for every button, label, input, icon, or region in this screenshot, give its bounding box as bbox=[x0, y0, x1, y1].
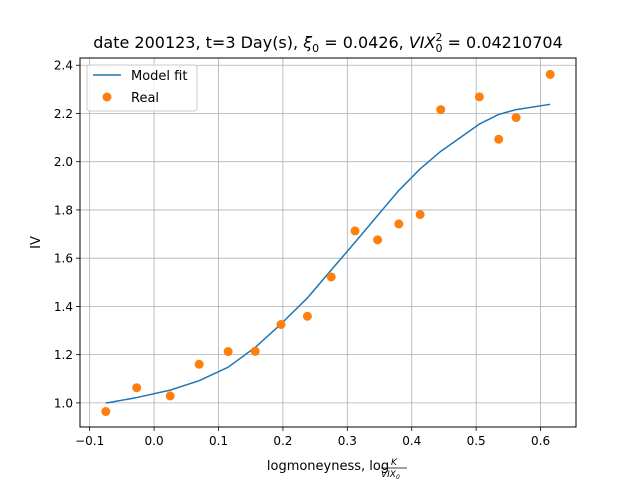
x-tick-label: 0.3 bbox=[338, 434, 357, 448]
data-point-real bbox=[165, 391, 175, 401]
data-point-real bbox=[394, 219, 404, 229]
data-point-real bbox=[511, 113, 521, 123]
grid bbox=[80, 58, 576, 427]
y-tick-label: 1.4 bbox=[54, 300, 73, 314]
x-axis-label-frac-den: VIX0 bbox=[381, 470, 400, 480]
x-tick-label: 0.4 bbox=[402, 434, 421, 448]
legend-label-real: Real bbox=[131, 91, 159, 106]
title-vix: VIX bbox=[409, 33, 437, 52]
plot-content bbox=[101, 69, 555, 417]
title-xi-sub: 0 bbox=[312, 42, 319, 55]
data-point-real bbox=[415, 210, 425, 220]
y-axis-label: IV bbox=[29, 236, 44, 249]
legend-box bbox=[86, 64, 198, 112]
data-point-real bbox=[373, 235, 383, 245]
data-point-real bbox=[132, 383, 142, 393]
legend-label-model-fit: Model fit bbox=[131, 69, 187, 84]
data-point-real bbox=[302, 311, 312, 321]
title-prefix: date 200123, t=3 Day(s), bbox=[93, 33, 303, 52]
x-tick-label: 0.2 bbox=[273, 434, 292, 448]
y-tick-label: 2.2 bbox=[54, 107, 73, 121]
y-tick-label: 1.6 bbox=[54, 252, 73, 266]
data-point-real bbox=[223, 347, 233, 357]
x-axis-label: logmoneyness, log bbox=[267, 459, 389, 474]
title-vix-value: = 0.04210704 bbox=[442, 33, 562, 52]
data-point-real bbox=[494, 134, 504, 144]
series-line-model-fit bbox=[105, 103, 551, 404]
x-axis-label-frac-den-text: VIX bbox=[381, 470, 397, 480]
data-point-real bbox=[350, 226, 360, 236]
title-vix-sup: 2 bbox=[435, 31, 442, 44]
data-point-real bbox=[545, 69, 555, 79]
data-point-real bbox=[276, 320, 286, 329]
x-axis-ticks: −0.1 0.0 0.1 0.2 0.3 0.4 0.5 0.6 bbox=[75, 427, 550, 448]
data-point-real bbox=[436, 105, 446, 115]
title-xi: ξ bbox=[302, 33, 313, 52]
x-axis-label-text: logmoneyness, bbox=[267, 459, 369, 474]
legend-marker-swatch bbox=[102, 92, 112, 102]
axes-frame bbox=[79, 57, 577, 428]
title-xi-value: = 0.0426, bbox=[319, 33, 409, 52]
x-axis-label-log: log bbox=[369, 459, 389, 474]
y-tick-label: 2.4 bbox=[54, 59, 73, 73]
x-tick-label: 0.0 bbox=[145, 434, 164, 448]
x-tick-label: 0.5 bbox=[467, 434, 486, 448]
legend: Model fit Real bbox=[86, 64, 198, 112]
y-tick-label: 1.8 bbox=[54, 203, 73, 217]
data-point-real bbox=[194, 359, 204, 369]
y-tick-label: 2.0 bbox=[54, 155, 73, 169]
y-axis-ticks: 1.0 1.2 1.4 1.6 1.8 2.0 2.2 2.4 bbox=[54, 59, 80, 410]
x-axis-label-frac-num: K bbox=[391, 458, 398, 468]
x-tick-label: 0.6 bbox=[531, 434, 550, 448]
data-point-real bbox=[101, 407, 111, 417]
x-axis-label-fraction: K VIX0 bbox=[381, 458, 407, 480]
x-axis-label-frac-den-sub: 0 bbox=[396, 474, 400, 480]
data-point-real bbox=[326, 272, 336, 282]
data-point-real bbox=[250, 346, 260, 356]
title-vix-sub: 0 bbox=[435, 42, 442, 55]
chart-title: date 200123, t=3 Day(s), ξ0 = 0.0426, VI… bbox=[93, 31, 563, 55]
y-tick-label: 1.2 bbox=[54, 348, 73, 362]
data-point-real bbox=[474, 92, 484, 102]
x-tick-label: 0.1 bbox=[209, 434, 228, 448]
x-tick-label: −0.1 bbox=[75, 434, 104, 448]
y-tick-label: 1.0 bbox=[54, 396, 73, 410]
